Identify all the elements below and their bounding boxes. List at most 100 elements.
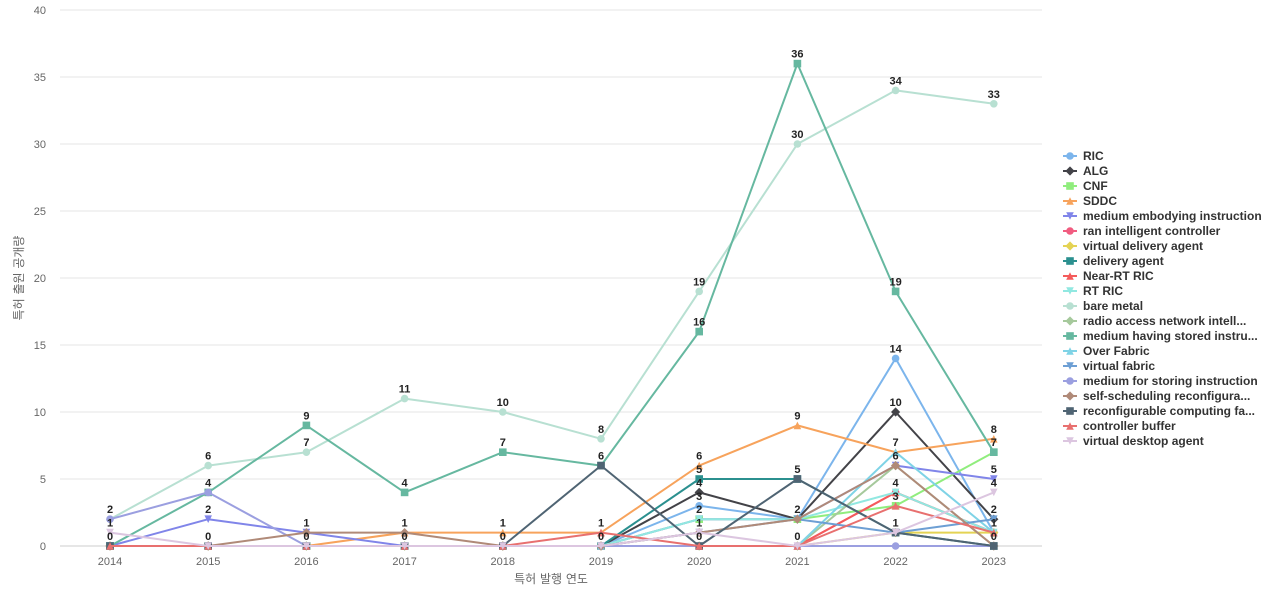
legend-marker (1066, 272, 1074, 280)
data-label: 7 (303, 437, 309, 449)
legend-item[interactable]: bare metal (1063, 299, 1143, 313)
legend-marker (1066, 377, 1074, 385)
data-point (106, 528, 114, 537)
data-point (990, 475, 998, 483)
data-label: 5 (991, 464, 997, 476)
legend-label: self-scheduling reconfigura... (1083, 389, 1250, 403)
x-tick-label: 2017 (392, 556, 416, 568)
series-lines (105, 59, 999, 551)
legend-label: RT RIC (1083, 284, 1123, 298)
data-point (793, 59, 802, 68)
legend-item[interactable]: medium having stored instru... (1063, 329, 1258, 343)
x-tick-label: 2023 (982, 556, 1006, 568)
legend-item[interactable]: virtual delivery agent (1063, 239, 1203, 253)
data-point (891, 448, 900, 456)
data-point (891, 542, 900, 550)
x-tick-label: 2020 (687, 556, 711, 568)
data-point (204, 515, 212, 523)
legend-item[interactable]: medium embodying instruction (1063, 209, 1262, 223)
data-label: 6 (598, 451, 604, 463)
data-label: 0 (107, 531, 113, 543)
legend-item[interactable]: Near-RT RIC (1063, 269, 1154, 283)
data-label: 1 (303, 518, 309, 530)
data-point (499, 542, 507, 550)
legend-item[interactable]: reconfigurable computing fa... (1063, 404, 1255, 418)
series-10 (106, 86, 998, 523)
data-point (597, 435, 605, 443)
series-2 (106, 448, 998, 550)
data-label: 33 (988, 89, 1000, 101)
legend-item[interactable]: CNF (1063, 179, 1108, 193)
legend-marker (1066, 407, 1074, 415)
data-label: 7 (500, 437, 506, 449)
series-line (110, 357, 995, 547)
legend-label: medium for storing instruction (1083, 374, 1258, 388)
data-point (106, 515, 114, 523)
legend-item[interactable]: self-scheduling reconfigura... (1063, 389, 1250, 403)
legend-marker (1066, 287, 1074, 295)
legend-label: SDDC (1083, 194, 1117, 208)
legend-item[interactable]: delivery agent (1063, 254, 1164, 268)
legend-item[interactable]: Over Fabric (1063, 344, 1150, 358)
data-label: 4 (696, 477, 703, 489)
y-tick-label: 20 (34, 273, 46, 285)
x-tick-label: 2019 (589, 556, 613, 568)
data-label: 4 (991, 477, 998, 489)
legend-item[interactable]: RIC (1063, 149, 1104, 163)
y-tick-label: 25 (34, 206, 46, 218)
data-point (400, 394, 409, 403)
legend-item[interactable]: virtual desktop agent (1063, 434, 1204, 448)
x-axis-ticks: 2014 2015 2016 2017 2018 2019 2020 2021 2022 2023 (98, 556, 1006, 568)
legend-item[interactable]: radio access network intell... (1063, 314, 1246, 328)
data-label: 1 (893, 518, 899, 530)
legend-marker (1066, 422, 1074, 430)
data-labels: 2106420971011410107108610191665432103630… (107, 49, 1000, 543)
legend-marker (1065, 391, 1075, 401)
legend-label: ALG (1083, 164, 1108, 178)
legend-item[interactable]: virtual fabric (1063, 359, 1155, 373)
data-point (106, 542, 114, 550)
legend-item[interactable]: ran intelligent controller (1063, 224, 1221, 238)
legend-item[interactable]: SDDC (1063, 194, 1117, 208)
legend-label: controller buffer (1083, 419, 1176, 433)
data-point (695, 502, 703, 510)
data-point (891, 407, 901, 417)
data-label: 10 (497, 397, 509, 409)
legend-item[interactable]: ALG (1063, 164, 1108, 178)
data-label: 1 (696, 518, 702, 530)
legend-item[interactable]: RT RIC (1063, 284, 1123, 298)
data-point (990, 100, 998, 108)
series-13 (106, 448, 998, 550)
data-label: 0 (402, 531, 408, 543)
legend-item[interactable]: medium for storing instruction (1063, 374, 1258, 388)
data-point (400, 528, 410, 538)
legend-marker (1066, 182, 1074, 190)
data-point (694, 487, 704, 497)
data-point (891, 86, 900, 95)
data-point (990, 542, 998, 550)
legend-label: CNF (1083, 179, 1108, 193)
data-label: 5 (794, 464, 800, 476)
data-label: 6 (696, 451, 702, 463)
data-point (499, 408, 507, 416)
data-label: 0 (794, 531, 800, 543)
data-point (302, 542, 311, 550)
legend-marker (1065, 166, 1075, 176)
data-point (204, 542, 212, 550)
data-label: 7 (893, 437, 899, 449)
data-point (301, 528, 311, 538)
data-label: 8 (991, 424, 997, 436)
x-tick-label: 2018 (491, 556, 515, 568)
data-label: 2 (794, 504, 800, 516)
legend-item[interactable]: controller buffer (1063, 419, 1176, 433)
data-point (793, 475, 802, 483)
data-point (695, 461, 703, 470)
x-tick-label: 2016 (294, 556, 318, 568)
data-label: 19 (693, 276, 705, 288)
data-label: 11 (399, 384, 411, 396)
legend-label: RIC (1083, 149, 1104, 163)
data-point (793, 140, 802, 148)
data-point (891, 354, 900, 363)
data-label: 0 (303, 531, 309, 543)
legend-marker (1066, 227, 1074, 235)
